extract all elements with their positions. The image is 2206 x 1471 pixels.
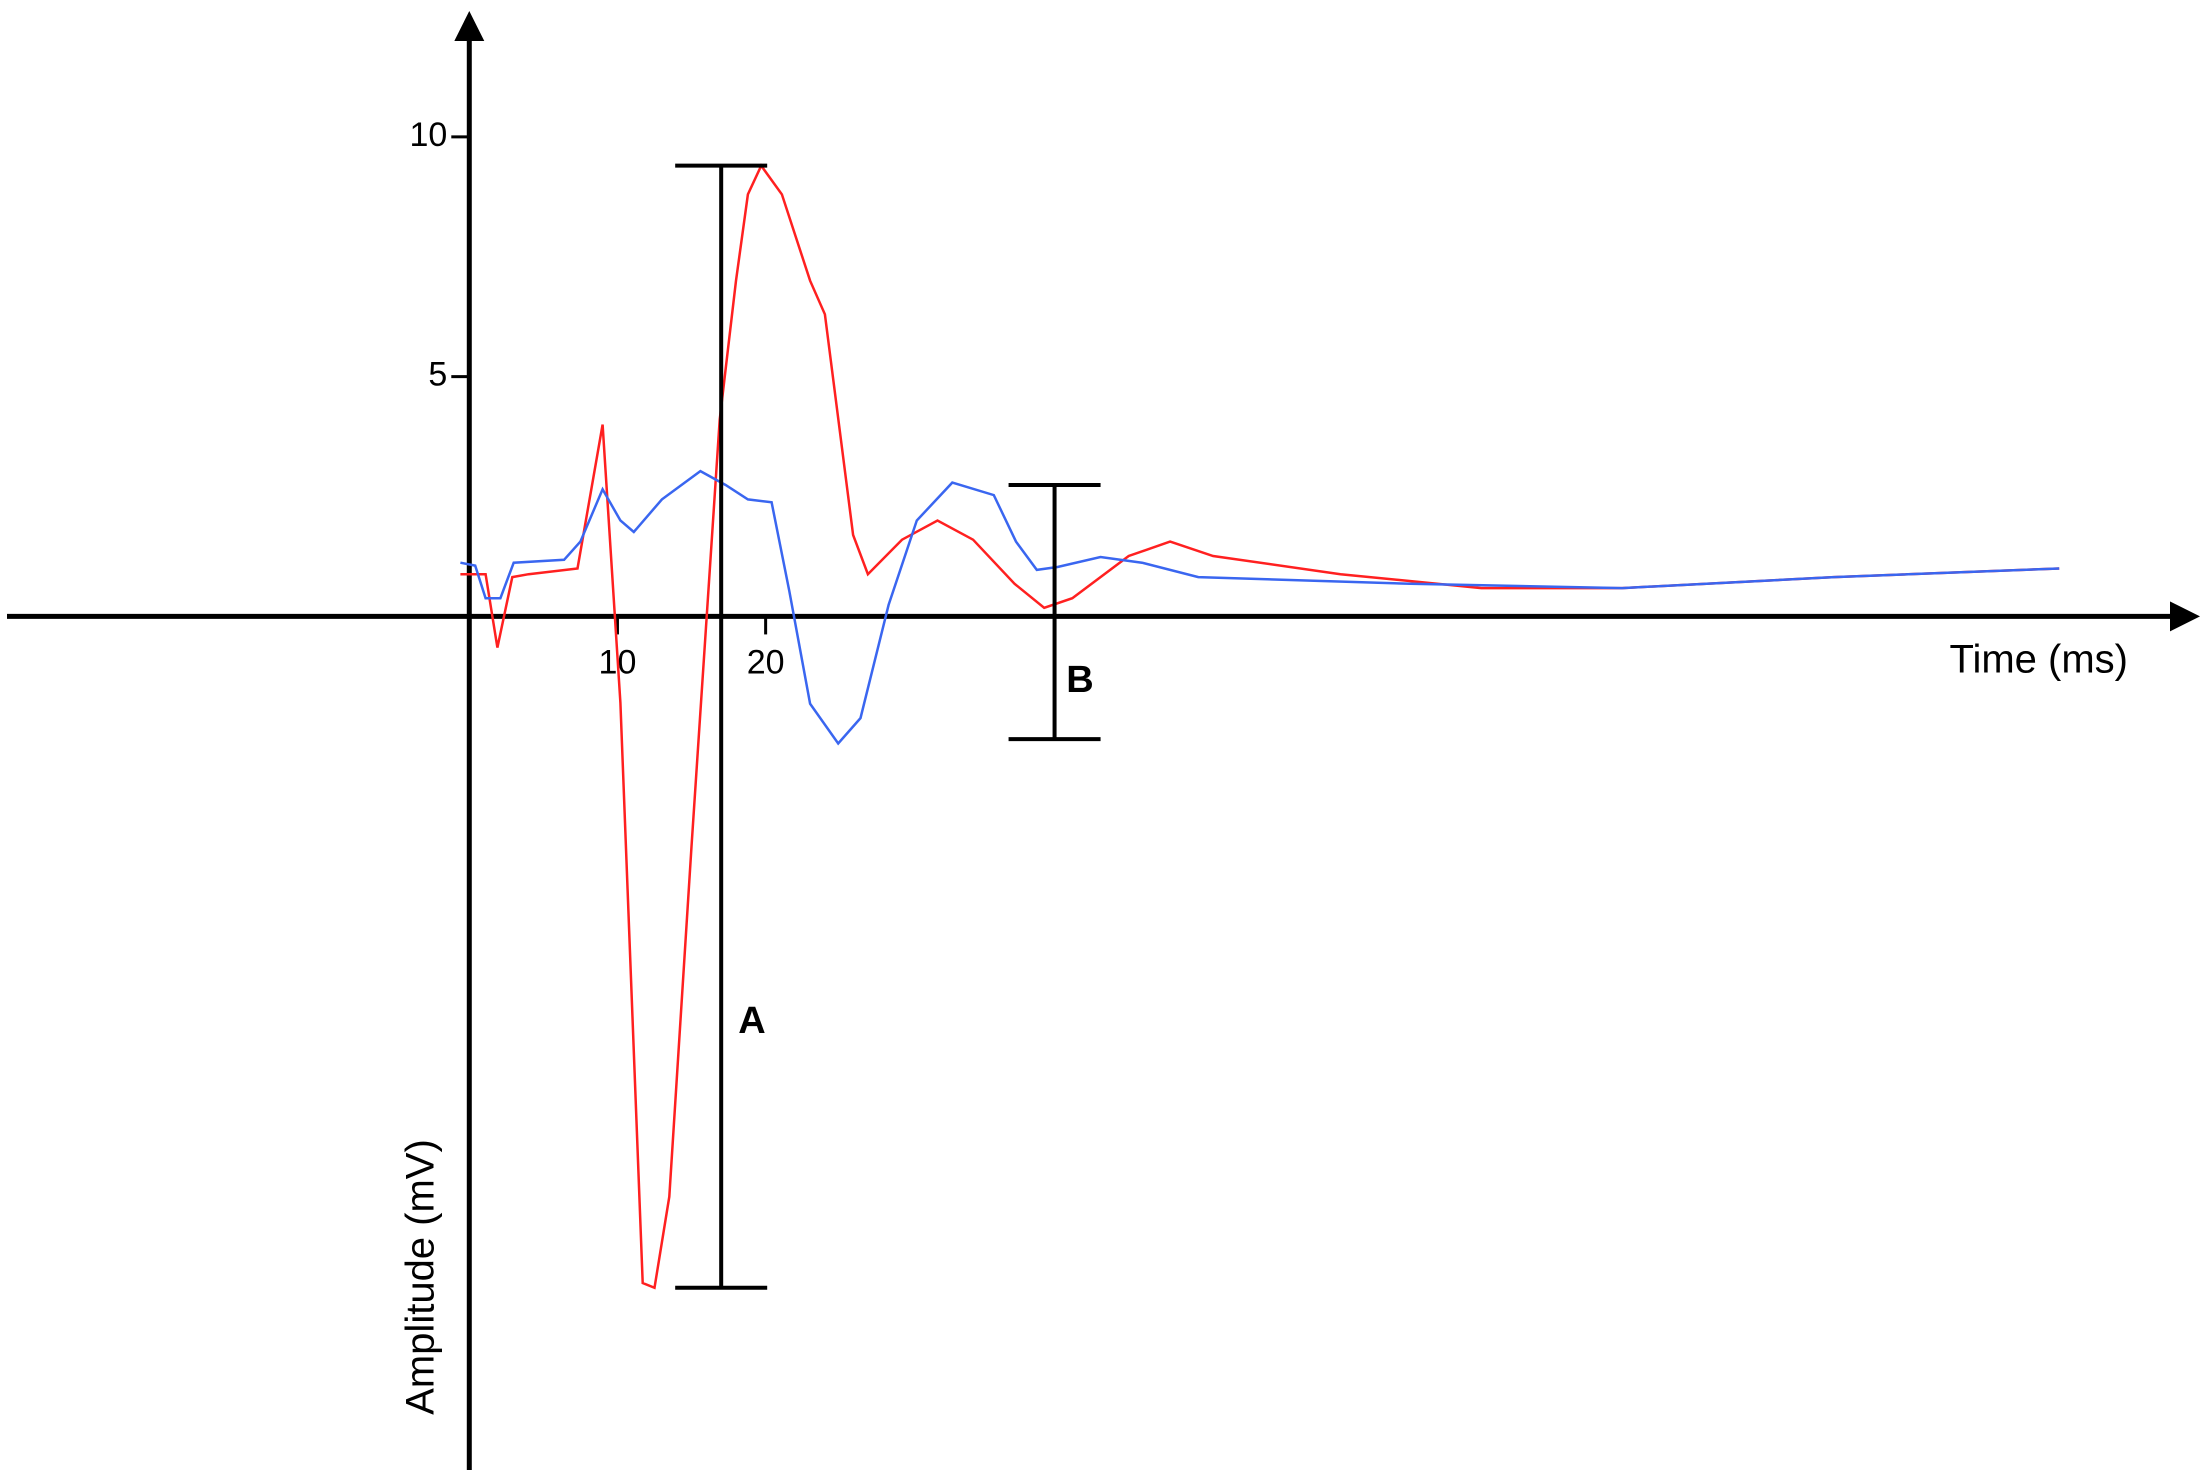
annotation-label: B bbox=[1066, 659, 1093, 701]
annotation-label: A bbox=[738, 1000, 765, 1042]
x-axis-label: Time (ms) bbox=[1950, 638, 2128, 682]
x-tick-label: 20 bbox=[747, 643, 785, 681]
series-line bbox=[460, 469, 2060, 746]
y-tick-label: 10 bbox=[409, 116, 447, 154]
y-axis-label: Amplitude (mV) bbox=[399, 1139, 443, 1415]
y-tick-label: 5 bbox=[428, 356, 447, 394]
series-line bbox=[460, 163, 2060, 1290]
